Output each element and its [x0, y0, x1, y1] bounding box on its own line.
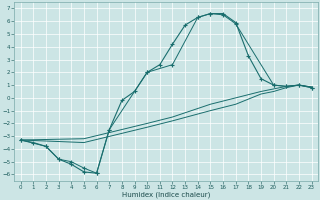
- X-axis label: Humidex (Indice chaleur): Humidex (Indice chaleur): [122, 191, 210, 198]
